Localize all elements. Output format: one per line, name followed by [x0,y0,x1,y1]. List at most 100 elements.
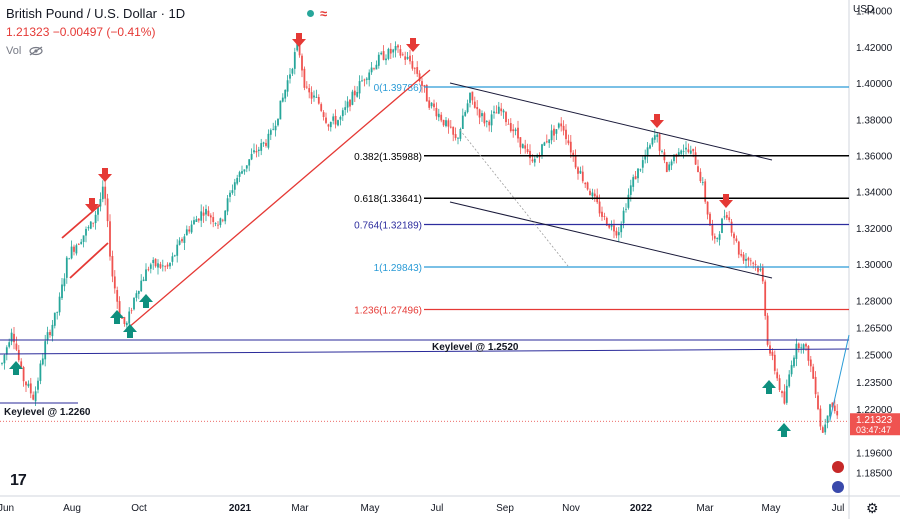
candle-body [121,317,123,319]
candle-body [605,217,608,226]
channel-line-upper [61,204,101,239]
candle-body [531,159,534,162]
candle-body [668,164,671,171]
candle-body [545,141,548,143]
candle-body [591,192,594,197]
keylevel-lower-line [0,348,850,355]
candle-body [586,182,589,190]
eye-hidden-icon[interactable] [29,46,43,56]
candle-body [3,354,6,364]
candle-body [291,68,294,74]
candle-body [344,107,347,110]
y-tick-label: 1.36000 [856,152,893,163]
candle-body [41,358,44,365]
candle-body [502,110,505,113]
candle-body [742,254,745,261]
candle-body [214,223,217,224]
candle-body [65,257,68,278]
y-tick-label: 1.38000 [856,115,893,126]
candle-body [137,291,140,294]
candle-body [497,106,500,114]
candle-body [466,103,469,113]
x-tick-label: May [762,503,781,514]
candle-body [706,201,709,215]
candle-body [75,245,78,254]
projection-line [829,334,850,421]
candle-body [353,90,356,96]
candle-body [25,381,27,386]
candle-body [783,391,786,404]
candle-body [277,118,279,126]
x-tick-label: Sep [496,503,514,514]
x-tick-label: 2022 [630,503,653,514]
volume-label: Vol [6,45,22,57]
candle-body [97,207,99,215]
x-tick-label: Jul [431,503,444,514]
candle-body [202,212,205,216]
candle-body [440,114,443,121]
candle-body [651,138,654,145]
candle-body [13,333,15,343]
candle-body [529,150,531,159]
candle-body [778,378,781,390]
candle-body [728,217,731,221]
candle-body [85,228,87,236]
down-arrow-icon [98,168,112,182]
candle-body [416,67,419,74]
channel-line-lower [69,242,109,279]
candle-body [101,186,104,200]
candle-body [145,269,147,281]
candle-body [27,383,30,387]
candle-body [190,224,193,233]
currency-label[interactable]: USD [853,4,875,15]
candle-body [773,354,776,371]
gear-icon[interactable]: ⚙ [866,500,879,516]
y-tick-label: 1.40000 [856,79,893,90]
candle-body [550,130,553,141]
x-tick-label: Nov [562,503,580,514]
candle-body [380,52,383,55]
candle-body [485,121,488,122]
candle-body [205,208,207,215]
candle-body [797,343,800,349]
candle-body [351,91,354,105]
candle-body [507,123,510,125]
candle-body [305,86,308,88]
candle-body [173,255,176,257]
candle-body [34,391,37,402]
candle-body [749,260,752,262]
candle-body [236,177,239,184]
candle-body [243,169,246,172]
candle-body [567,140,570,144]
candle-body [281,97,284,102]
candle-body [231,190,234,193]
candle-body [260,143,263,151]
candle-body [298,41,301,56]
up-arrow-icon [777,423,791,437]
y-tick-label: 1.22000 [856,405,893,416]
candle-body [445,120,447,127]
candle-body [248,159,251,166]
candle-body [814,376,817,395]
symbol-title[interactable]: British Pound / U.S. Dollar · 1D [6,6,186,21]
candle-body [183,236,186,243]
downtrend-channel-lower [449,201,773,279]
candle-body [152,259,155,264]
candle-body [265,142,267,146]
candle-body [577,167,579,174]
uk-flag-icon [832,461,844,473]
candle-body [713,236,716,239]
candle-body [833,405,836,412]
candle-body [500,108,503,112]
candle-body [682,151,685,153]
last-price-badge [850,413,900,436]
candle-body [533,158,536,163]
candle-body [219,218,222,226]
last-price-value: 1.21323 [856,415,893,426]
candle-body [17,349,20,361]
candle-body [805,343,807,347]
uptrend-line [127,69,431,329]
candle-body [200,211,203,221]
